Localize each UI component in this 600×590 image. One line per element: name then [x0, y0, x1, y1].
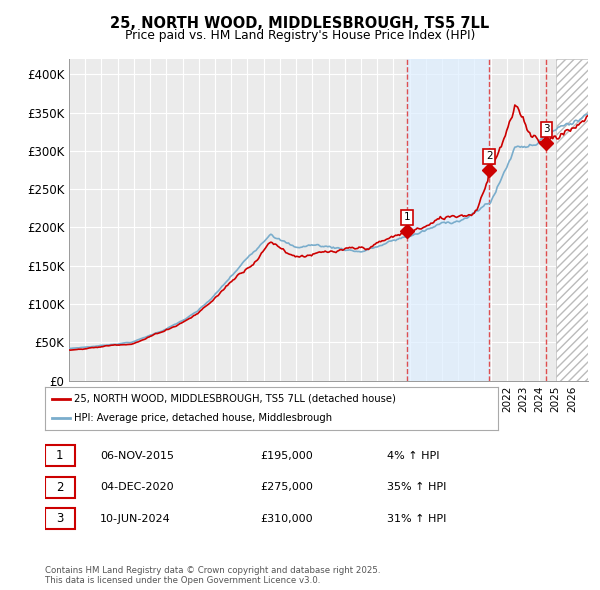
Text: 1: 1: [56, 450, 64, 463]
Text: 4% ↑ HPI: 4% ↑ HPI: [387, 451, 440, 461]
Text: 2: 2: [486, 151, 493, 161]
Text: 25, NORTH WOOD, MIDDLESBROUGH, TS5 7LL: 25, NORTH WOOD, MIDDLESBROUGH, TS5 7LL: [110, 16, 490, 31]
Text: 3: 3: [543, 124, 550, 135]
Text: 35% ↑ HPI: 35% ↑ HPI: [387, 483, 446, 492]
Text: 1: 1: [404, 212, 410, 222]
Bar: [407, 59, 490, 381]
Text: 31% ↑ HPI: 31% ↑ HPI: [387, 514, 446, 524]
Text: £275,000: £275,000: [260, 483, 313, 492]
FancyBboxPatch shape: [45, 509, 76, 529]
Text: Price paid vs. HM Land Registry's House Price Index (HPI): Price paid vs. HM Land Registry's House …: [125, 29, 475, 42]
Text: 2: 2: [56, 481, 64, 494]
Text: £310,000: £310,000: [260, 514, 313, 524]
Text: Contains HM Land Registry data © Crown copyright and database right 2025.
This d: Contains HM Land Registry data © Crown c…: [45, 566, 380, 585]
Text: 10-JUN-2024: 10-JUN-2024: [100, 514, 171, 524]
Text: 04-DEC-2020: 04-DEC-2020: [100, 483, 174, 492]
Text: £195,000: £195,000: [260, 451, 313, 461]
Text: HPI: Average price, detached house, Middlesbrough: HPI: Average price, detached house, Midd…: [74, 413, 332, 423]
Text: 06-NOV-2015: 06-NOV-2015: [100, 451, 174, 461]
FancyBboxPatch shape: [45, 477, 76, 498]
Text: 3: 3: [56, 512, 64, 525]
FancyBboxPatch shape: [45, 445, 76, 466]
Text: 25, NORTH WOOD, MIDDLESBROUGH, TS5 7LL (detached house): 25, NORTH WOOD, MIDDLESBROUGH, TS5 7LL (…: [74, 394, 397, 404]
